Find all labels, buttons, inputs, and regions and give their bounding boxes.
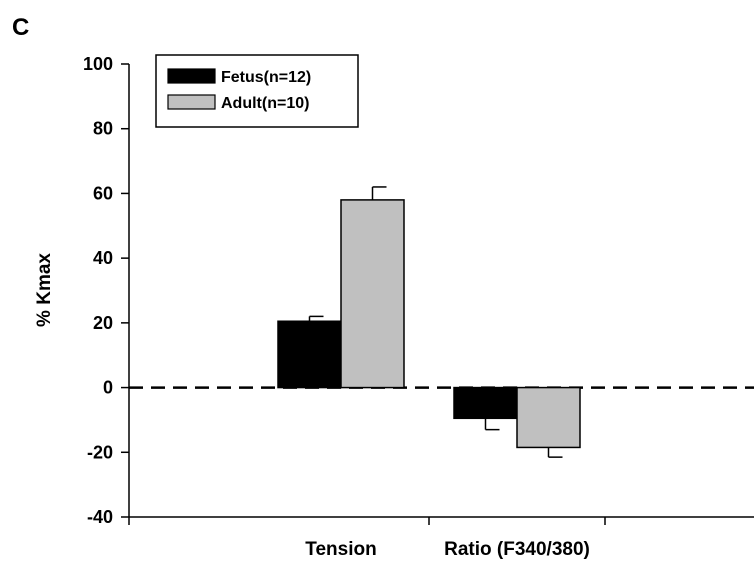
y-tick-label: 60	[93, 183, 113, 203]
bar	[340, 199, 405, 389]
legend-label: Fetus(n=12)	[221, 69, 311, 86]
legend-box	[155, 54, 359, 128]
y-tick-label: -40	[87, 507, 113, 527]
y-tick-label: 40	[93, 248, 113, 268]
category-labels: Tension Ratio (F340/380)	[305, 539, 590, 560]
legend: Fetus(n=12) Adult(n=10)	[155, 54, 359, 128]
bar	[453, 386, 518, 420]
y-tick-label: 80	[93, 119, 113, 139]
y-tick-label: 20	[93, 313, 113, 333]
bar	[516, 386, 581, 449]
legend-label: Adult(n=10)	[221, 95, 309, 112]
bars	[277, 199, 581, 449]
y-ticks: -40 -20 0 20 40 60 80 100	[83, 54, 129, 527]
panel-label: C	[12, 14, 30, 41]
y-tick-label: 100	[83, 54, 113, 74]
bar	[277, 320, 342, 389]
x-category-label: Tension	[305, 539, 376, 560]
error-bars	[308, 186, 563, 458]
legend-swatch	[167, 94, 216, 110]
x-category-label: Ratio (F340/380)	[444, 539, 590, 560]
y-tick-label: 0	[103, 378, 113, 398]
y-axis-label: % Kmax	[34, 253, 55, 327]
y-tick-label: -20	[87, 442, 113, 462]
legend-swatch	[167, 68, 216, 84]
axes	[128, 64, 754, 525]
